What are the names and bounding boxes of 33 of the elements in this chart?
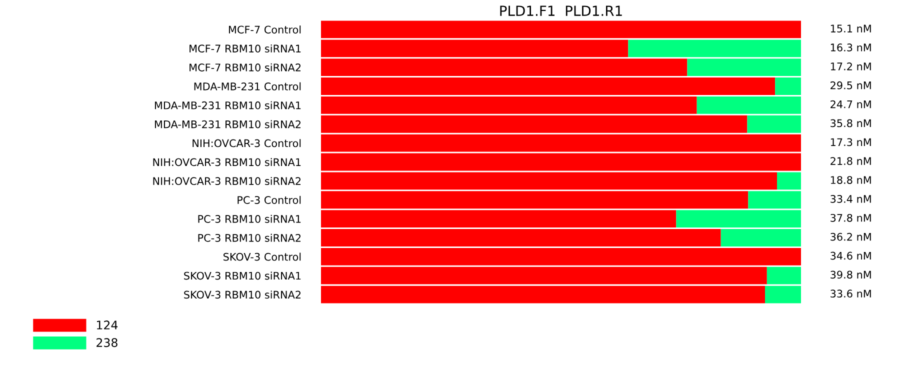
y-tick-label: MDA-MB-231 RBM10 siRNA1 bbox=[154, 101, 301, 110]
text: 36.2 nM bbox=[830, 232, 871, 241]
y-tick-label: SKOV-3 RBM10 siRNA2 bbox=[184, 290, 301, 299]
y-tick-label: MDA-MB-231 Control bbox=[194, 82, 301, 90]
text: 39.8 nM bbox=[830, 270, 871, 279]
text: 18.8 nM bbox=[830, 176, 871, 184]
text: 21.8 nM bbox=[830, 157, 871, 166]
text: 37.8 nM bbox=[830, 214, 871, 222]
y-tick-label: MCF-7 Control bbox=[228, 26, 301, 34]
y-tick-label: PC-3 RBM10 siRNA2 bbox=[198, 234, 301, 242]
legend-label: 238 bbox=[96, 338, 118, 348]
y-tick-label: MCF-7 RBM10 siRNA1 bbox=[190, 44, 301, 53]
y-tick-label: PC-3 Control bbox=[238, 196, 301, 204]
y-tick-label: NIH:OVCAR-3 RBM10 siRNA2 bbox=[153, 176, 301, 186]
text: 24.7 nM bbox=[830, 100, 871, 108]
y-tick-label: SKOV-3 Control bbox=[223, 252, 301, 261]
text: 35.8 nM bbox=[830, 119, 871, 128]
text: 33.6 nM bbox=[830, 290, 871, 298]
text: 17.3 nM bbox=[830, 138, 871, 146]
text: 17.2 nM bbox=[830, 62, 871, 70]
y-tick-label: MDA-MB-231 RBM10 siRNA2 bbox=[154, 120, 301, 128]
text: 29.5 nM bbox=[830, 81, 871, 90]
y-tick-label: SKOV-3 RBM10 siRNA1 bbox=[184, 272, 301, 280]
legend-label: 124 bbox=[96, 320, 118, 330]
chart-title: PLD1.F1 PLD1.R1 bbox=[500, 6, 622, 16]
text: 34.6 nM bbox=[830, 252, 871, 260]
text: 16.3 nM bbox=[830, 44, 871, 52]
y-tick-label: MCF-7 RBM10 siRNA2 bbox=[190, 63, 301, 72]
y-tick-label: PC-3 RBM10 siRNA1 bbox=[198, 214, 301, 223]
text: 15.1 nM bbox=[830, 24, 871, 32]
text: 33.4 nM bbox=[830, 195, 871, 203]
y-tick-label: NIH:OVCAR-3 RBM10 siRNA1 bbox=[153, 158, 301, 166]
y-tick-label: NIH:OVCAR-3 Control bbox=[192, 139, 301, 148]
